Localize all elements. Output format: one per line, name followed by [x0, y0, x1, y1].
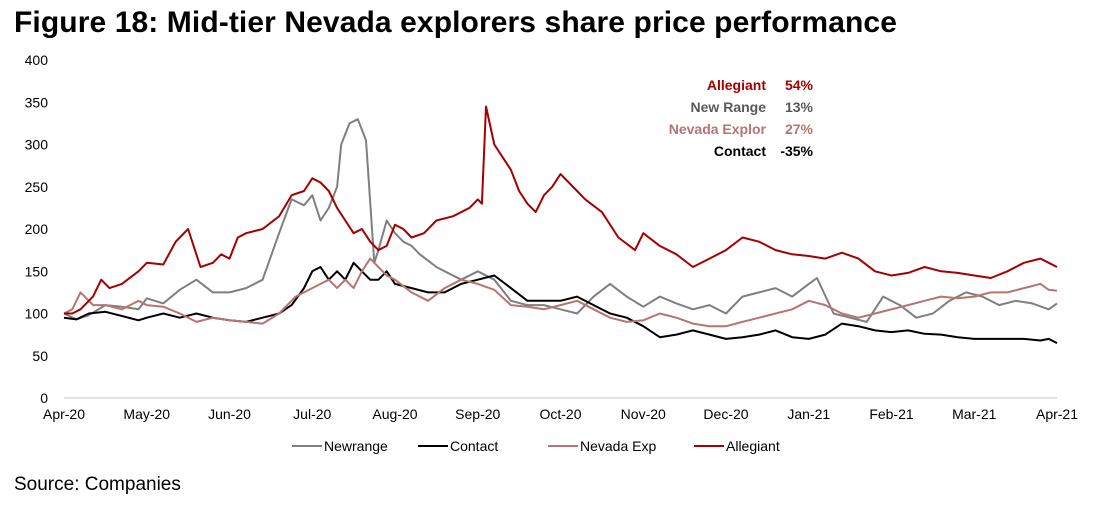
- legend-label: Nevada Exp: [580, 438, 656, 454]
- annotation-label: Nevada Explor: [669, 121, 767, 137]
- line-chart: 0 50 100 150 200 250 300 350 400 Apr-20 May-20 Jun…: [25, 52, 1079, 454]
- y-tick-label: 0: [40, 390, 48, 406]
- x-tick-label: Dec-20: [703, 406, 748, 422]
- annotation-value: 54%: [785, 77, 814, 93]
- legend-label: Newrange: [324, 438, 388, 454]
- legend-label: Allegiant: [726, 438, 780, 454]
- y-tick-label: 200: [25, 221, 49, 237]
- y-tick-label: 350: [25, 94, 49, 110]
- x-tick-label: Jan-21: [787, 406, 830, 422]
- y-tick-label: 150: [25, 263, 49, 279]
- x-tick-label: Mar-21: [952, 406, 997, 422]
- source-note: Source: Companies: [14, 474, 181, 495]
- figure-title: Figure 18: Mid-tier Nevada explorers sha…: [14, 6, 897, 39]
- performance-annotations: Allegiant 54% New Range 13% Nevada Explor 27%…: [669, 77, 814, 159]
- annotation-label: Allegiant: [707, 77, 766, 93]
- x-tick-label: Sep-20: [455, 406, 500, 422]
- legend: Newrange Contact Nevada Exp Allegiant: [292, 438, 780, 454]
- annotation-value: 27%: [785, 121, 814, 137]
- x-tick-label: Oct-20: [539, 406, 581, 422]
- series-line-nevada-exp: [63, 257, 1058, 328]
- x-tick-label: Jul-20: [293, 406, 331, 422]
- y-tick-label: 100: [25, 306, 49, 322]
- y-tick-label: 50: [32, 348, 48, 364]
- y-tick-label: 250: [25, 179, 49, 195]
- series-line-allegiant: [64, 105, 1058, 315]
- y-axis: 0 50 100 150 200 250 300 350 400: [25, 52, 49, 406]
- x-tick-label: Nov-20: [621, 406, 666, 422]
- x-tick-label: Apr-20: [43, 406, 85, 422]
- annotation-label: New Range: [691, 99, 767, 115]
- x-tick-label: May-20: [123, 406, 170, 422]
- legend-label: Contact: [450, 438, 498, 454]
- annotation-label: Contact: [714, 143, 766, 159]
- series-lines: [63, 105, 1058, 344]
- x-tick-label: Feb-21: [869, 406, 914, 422]
- y-tick-label: 300: [25, 137, 49, 153]
- annotation-value: 13%: [785, 99, 814, 115]
- series-line-contact: [63, 261, 1058, 344]
- y-tick-label: 400: [25, 52, 49, 68]
- series-line-newrange: [63, 118, 1058, 323]
- x-axis: Apr-20 May-20 Jun-20 Jul-20 Aug-20 Sep-20 Oct-…: [43, 406, 1078, 422]
- x-tick-label: Aug-20: [372, 406, 417, 422]
- annotation-value: -35%: [780, 143, 813, 159]
- x-tick-label: Jun-20: [208, 406, 251, 422]
- x-tick-label: Apr-21: [1036, 406, 1078, 422]
